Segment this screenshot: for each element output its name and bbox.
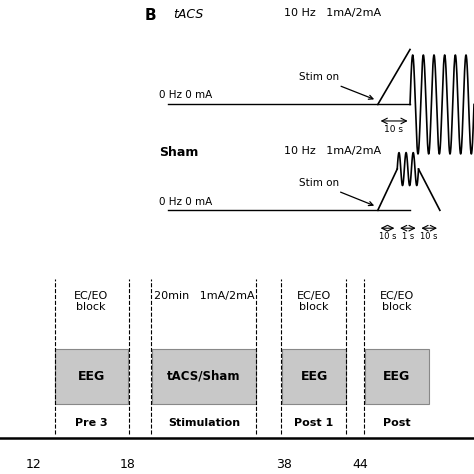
Text: tACS/Sham: tACS/Sham: [167, 370, 241, 383]
Text: B: B: [145, 8, 156, 23]
Text: tACS: tACS: [173, 8, 203, 21]
Text: EC/EO
block: EC/EO block: [297, 291, 331, 312]
Bar: [365, 348, 429, 404]
Text: 10 Hz   1mA/2mA: 10 Hz 1mA/2mA: [284, 8, 382, 18]
Text: 0 Hz 0 mA: 0 Hz 0 mA: [159, 91, 212, 100]
Text: 1 s: 1 s: [401, 232, 414, 241]
Text: EEG: EEG: [78, 370, 105, 383]
Text: 10 s: 10 s: [420, 232, 438, 241]
Text: Stim on: Stim on: [299, 73, 373, 99]
Bar: [55, 348, 128, 404]
Text: EEG: EEG: [301, 370, 328, 383]
Text: 18: 18: [120, 458, 136, 471]
Text: 38: 38: [276, 458, 292, 471]
Text: 0 Hz 0 mA: 0 Hz 0 mA: [159, 197, 212, 207]
Text: EEG: EEG: [383, 370, 410, 383]
Text: EC/EO
block: EC/EO block: [74, 291, 109, 312]
Text: 12: 12: [25, 458, 41, 471]
Text: Stim on: Stim on: [299, 178, 373, 206]
Text: 44: 44: [352, 458, 368, 471]
Text: Stimulation: Stimulation: [168, 418, 240, 428]
Text: 10 Hz   1mA/2mA: 10 Hz 1mA/2mA: [284, 146, 382, 155]
Bar: [152, 348, 256, 404]
Text: Sham: Sham: [159, 146, 198, 159]
Text: EC/EO
block: EC/EO block: [380, 291, 414, 312]
Text: Pre 3: Pre 3: [75, 418, 108, 428]
Text: Post: Post: [383, 418, 411, 428]
Text: 10 s: 10 s: [379, 232, 396, 241]
Text: 20min   1mA/2mA: 20min 1mA/2mA: [154, 291, 254, 301]
Bar: [282, 348, 346, 404]
Text: Post 1: Post 1: [294, 418, 334, 428]
Text: 10 s: 10 s: [384, 125, 403, 134]
